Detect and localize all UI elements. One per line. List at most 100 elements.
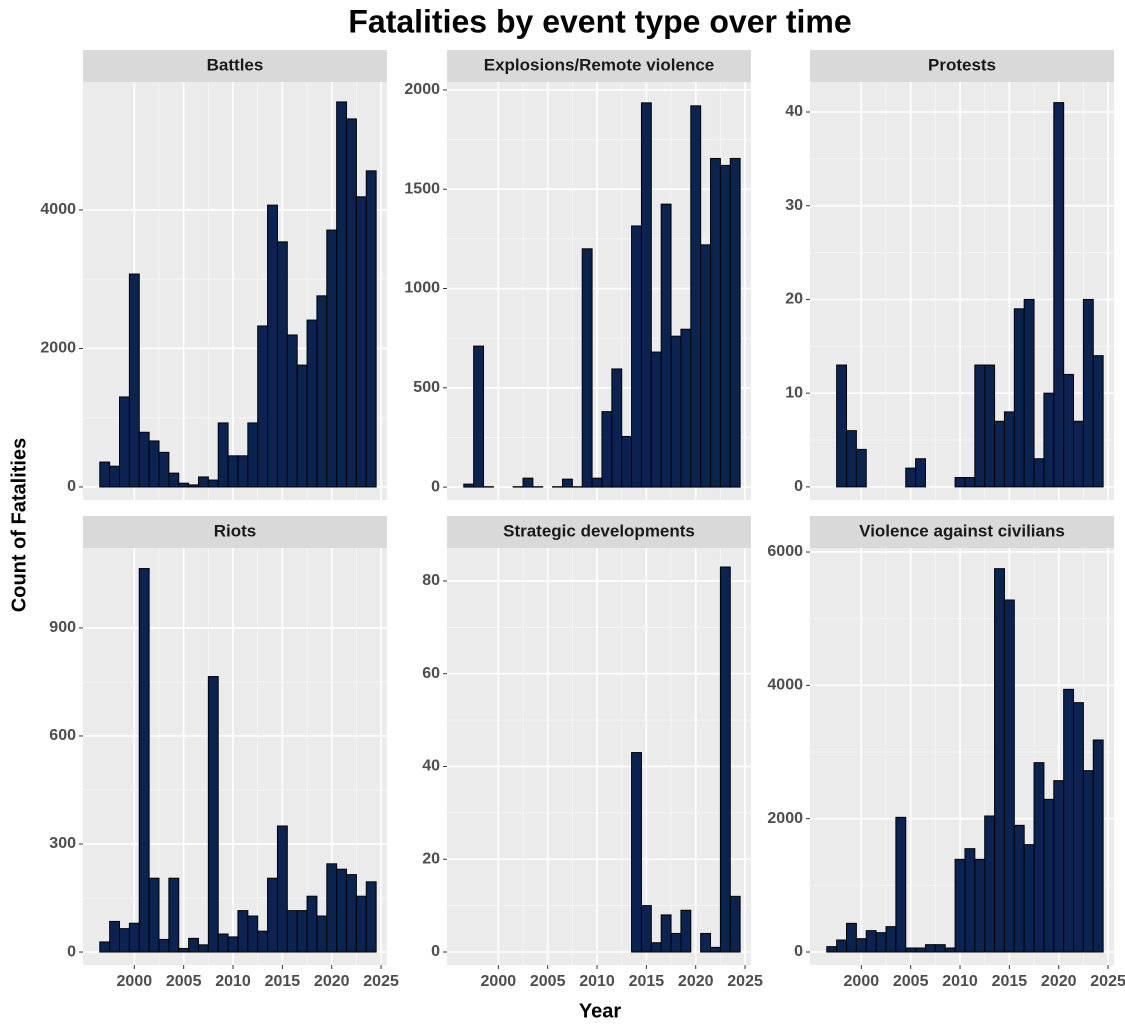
- y-tick-label: 20: [785, 291, 803, 308]
- bar: [138, 568, 150, 953]
- bar: [267, 877, 278, 953]
- x-tick-label: 2020: [1041, 973, 1077, 990]
- bar: [601, 411, 613, 488]
- y-tick-label: 600: [49, 727, 76, 744]
- bar: [276, 825, 288, 953]
- bar: [316, 295, 328, 488]
- bar: [640, 102, 652, 488]
- y-tick-label: 80: [422, 572, 440, 589]
- bar: [915, 947, 926, 953]
- bar: [178, 947, 190, 953]
- strip: [810, 516, 1114, 548]
- strip: [447, 516, 751, 548]
- bar: [296, 364, 308, 488]
- x-tick-label: 2000: [117, 973, 153, 990]
- bar: [690, 105, 702, 488]
- bar: [336, 868, 348, 953]
- bar: [247, 422, 259, 488]
- bar: [710, 157, 721, 488]
- x-tick-label: 2020: [678, 973, 714, 990]
- bar: [836, 364, 848, 488]
- bar: [168, 472, 180, 488]
- bar: [994, 568, 1005, 953]
- bar: [522, 477, 534, 488]
- bar: [257, 930, 269, 953]
- bar: [670, 932, 682, 953]
- x-tick-label: 2000: [481, 973, 517, 990]
- bar: [964, 848, 976, 953]
- bar: [591, 477, 603, 488]
- x-tick-label: 2005: [166, 973, 202, 990]
- bar: [836, 939, 848, 953]
- bar: [276, 241, 288, 488]
- bar: [1023, 844, 1035, 953]
- bar: [355, 196, 367, 488]
- y-tick-label: 10: [785, 384, 803, 401]
- bar: [217, 422, 229, 488]
- bar: [660, 203, 672, 488]
- y-tick-label: 2000: [404, 81, 440, 98]
- bar: [1053, 102, 1065, 488]
- x-tick-label: 2025: [727, 973, 763, 990]
- bar: [1063, 688, 1075, 953]
- bar: [463, 483, 475, 488]
- y-tick-label: 40: [785, 103, 803, 120]
- y-tick-label: 20: [422, 850, 440, 867]
- panel-title: Violence against civilians: [859, 521, 1065, 540]
- y-tick-label: 0: [794, 478, 803, 495]
- bar: [148, 440, 160, 488]
- x-tick-label: 2025: [363, 973, 399, 990]
- chart-title: Fatalities by event type over time: [348, 3, 851, 39]
- bar: [611, 368, 623, 488]
- bar: [1033, 762, 1045, 953]
- bar: [99, 461, 111, 488]
- strip: [83, 516, 387, 548]
- bar: [984, 364, 996, 488]
- bar: [158, 938, 170, 953]
- x-tick-label: 2015: [992, 973, 1028, 990]
- bar: [846, 430, 857, 488]
- bar: [109, 465, 121, 488]
- bar: [1063, 373, 1075, 488]
- bar: [306, 319, 318, 488]
- x-tick-label: 2015: [265, 973, 301, 990]
- y-tick-label: 0: [431, 478, 440, 495]
- bar: [994, 420, 1005, 488]
- bar: [1092, 355, 1104, 488]
- y-tick-label: 2000: [40, 340, 76, 357]
- y-tick-label: 1000: [404, 280, 440, 297]
- bar: [99, 941, 111, 953]
- bar: [660, 914, 672, 953]
- bar: [1053, 780, 1065, 953]
- bar: [188, 937, 199, 953]
- bar: [227, 936, 239, 953]
- bar: [855, 448, 867, 488]
- strip: [447, 50, 751, 82]
- bar: [346, 874, 357, 953]
- bar: [729, 157, 741, 488]
- bar: [197, 944, 209, 953]
- bar: [1003, 599, 1015, 953]
- bar: [1043, 392, 1055, 488]
- bar: [326, 229, 338, 488]
- y-tick-label: 40: [422, 758, 440, 775]
- bar: [974, 364, 986, 488]
- bar: [138, 431, 150, 488]
- x-tick-label: 2015: [629, 973, 665, 990]
- bar: [188, 484, 199, 488]
- panel-background: [447, 548, 751, 965]
- bar: [1082, 770, 1094, 953]
- y-axis-label: Count of Fatalities: [8, 438, 30, 612]
- bar: [640, 905, 652, 953]
- bar: [924, 944, 936, 953]
- panel-title: Battles: [207, 55, 264, 74]
- bar: [365, 170, 377, 488]
- bar: [885, 926, 897, 953]
- bar: [875, 932, 887, 953]
- bar: [700, 244, 712, 488]
- x-tick-label: 2010: [579, 973, 615, 990]
- x-axis-label: Year: [579, 1000, 621, 1022]
- bar: [974, 858, 986, 953]
- bar: [846, 922, 857, 953]
